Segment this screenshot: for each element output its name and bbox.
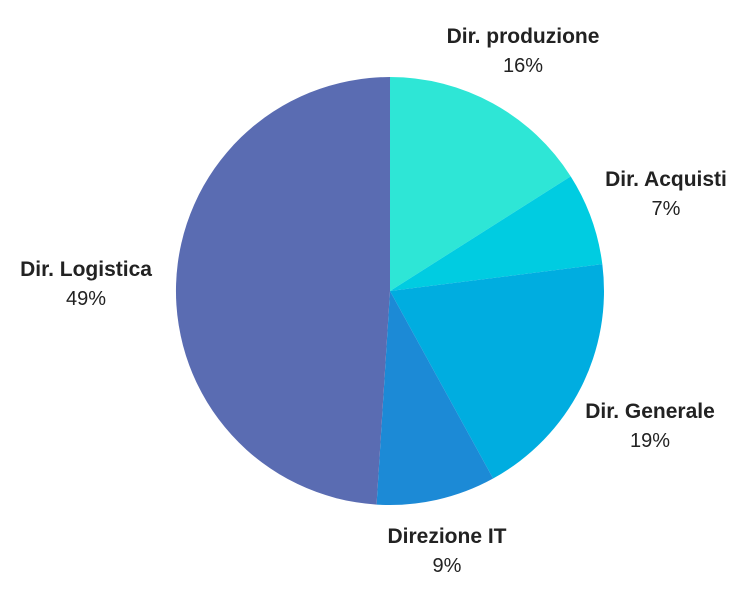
slice-label: Dir. Generale — [585, 400, 715, 423]
slice-percent-label: 19% — [630, 430, 670, 452]
slice-label: Dir. produzione — [447, 25, 600, 48]
slice-percent-label: 16% — [503, 55, 543, 77]
slice-label: Direzione IT — [387, 525, 506, 548]
pie-slices — [175, 76, 604, 506]
pie-labels: Dir. produzione 16% Dir. Acquisti 7% Dir. Ge… — [20, 25, 727, 577]
slice-label: Dir. Logistica — [20, 258, 152, 281]
slice-percent-label: 9% — [433, 555, 462, 577]
pie-slice-dir-acquisti — [390, 176, 603, 291]
slice-percent-label: 49% — [66, 288, 106, 310]
slice-label: Dir. Acquisti — [605, 168, 727, 191]
pie-slice-dir-logistica — [175, 76, 390, 505]
pie-slice-dir-produzione — [390, 77, 571, 291]
pie-slice-dir-generale — [390, 264, 604, 479]
slice-percent-label: 7% — [652, 198, 681, 220]
pie-slice-direzione-it — [376, 291, 494, 506]
